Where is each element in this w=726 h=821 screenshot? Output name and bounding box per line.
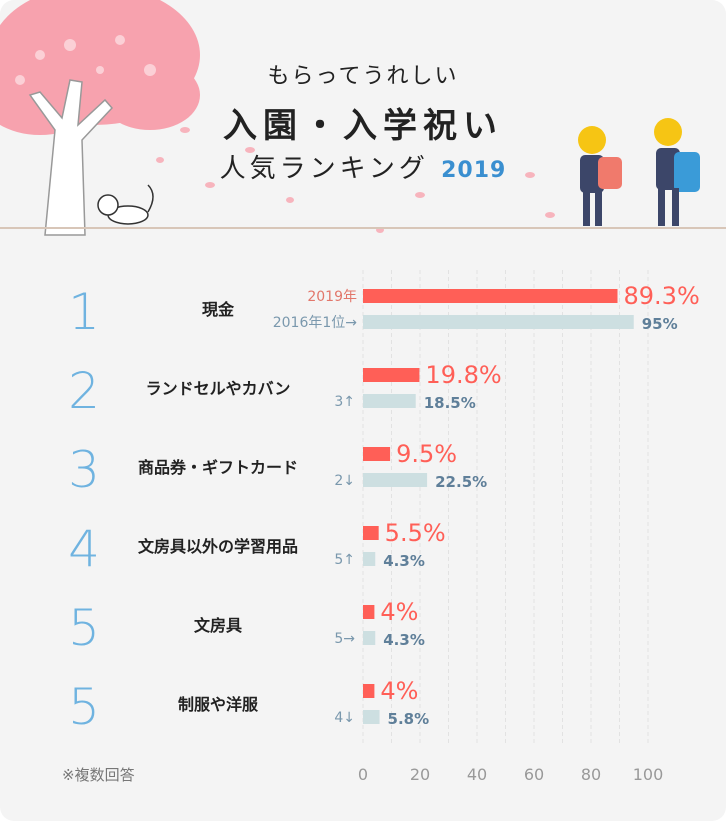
title-line3: 人気ランキング 2019 <box>0 148 726 185</box>
rank-number: 1 <box>68 283 100 341</box>
category-label: ランドセルやカバン <box>146 379 291 398</box>
bar-2016 <box>363 315 634 329</box>
previous-rank: 5↑ <box>334 552 355 568</box>
category-label: 現金 <box>202 300 235 319</box>
previous-rank: 2↓ <box>334 473 355 489</box>
category-label: 商品券・ギフトカード <box>138 458 298 477</box>
x-tick-label: 20 <box>410 765 430 784</box>
value-label-2019: 89.3% <box>624 282 700 310</box>
ground-line <box>0 227 726 229</box>
bar-2019 <box>363 526 379 540</box>
rank-number: 2 <box>68 362 100 420</box>
value-label-2016: 4.3% <box>383 631 425 649</box>
bar-2016 <box>363 710 380 724</box>
child-right-icon <box>654 118 700 226</box>
value-label-2019: 4% <box>380 598 418 626</box>
bar-2019 <box>363 684 375 698</box>
title-line1: もらってうれしい <box>267 64 459 89</box>
title-ranking: 人気ランキング <box>219 154 429 184</box>
previous-rank: 3↑ <box>334 394 355 410</box>
legend-2019: 2019年 <box>307 289 357 305</box>
x-tick-label: 60 <box>524 765 544 784</box>
value-label-2016: 5.8% <box>388 710 430 728</box>
bar-2019 <box>363 447 391 461</box>
bar-2019 <box>363 289 618 303</box>
rank-number: 5 <box>68 678 100 736</box>
value-label-2019: 9.5% <box>396 440 457 468</box>
value-label-2019: 5.5% <box>385 519 446 547</box>
x-tick-label: 80 <box>581 765 601 784</box>
bar-2019 <box>363 605 375 619</box>
rank-number: 5 <box>68 599 100 657</box>
legend-2016: 2016年1位→ <box>273 315 358 331</box>
rank-number: 3 <box>68 441 100 499</box>
previous-rank: 5→ <box>334 631 355 647</box>
value-label-2019: 19.8% <box>425 361 501 389</box>
title-main: 入園・入学祝い <box>223 106 503 146</box>
cat-icon <box>97 184 154 225</box>
value-label-2016: 22.5% <box>435 473 487 491</box>
category-label: 制服や洋服 <box>178 695 259 714</box>
previous-rank: 4↓ <box>334 710 355 726</box>
value-label-2016: 18.5% <box>424 394 476 412</box>
bar-2016 <box>363 552 376 566</box>
cherry-tree-icon <box>0 0 200 236</box>
x-tick-label: 100 <box>633 765 664 784</box>
rank-number: 4 <box>68 520 100 578</box>
bar-2019 <box>363 368 420 382</box>
value-label-2019: 4% <box>380 677 418 705</box>
category-label: 文房具 <box>194 616 242 635</box>
footnote: ※複数回答 <box>62 766 135 784</box>
petals-icon <box>156 127 555 233</box>
value-label-2016: 95% <box>642 315 678 333</box>
title-year: 2019 <box>441 158 507 183</box>
x-tick-label: 40 <box>467 765 487 784</box>
bar-2016 <box>363 394 416 408</box>
value-label-2016: 4.3% <box>383 552 425 570</box>
category-label: 文房具以外の学習用品 <box>138 537 298 556</box>
illustration <box>0 0 700 236</box>
child-left-icon <box>578 126 622 226</box>
x-tick-label: 0 <box>358 765 368 784</box>
bar-2016 <box>363 631 376 645</box>
bar-2016 <box>363 473 428 487</box>
